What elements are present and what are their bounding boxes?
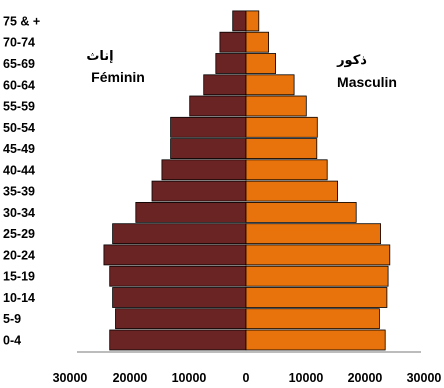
bar-masculin-35-39 xyxy=(245,180,338,202)
bar-masculin-40-44 xyxy=(245,159,328,181)
bar-masculin-50-54 xyxy=(245,116,318,138)
bar-masculin-45-49 xyxy=(245,138,318,160)
bar-feminin-35-39 xyxy=(151,180,247,202)
feminin-bars xyxy=(103,10,247,351)
bar-masculin-25-29 xyxy=(245,223,382,245)
y-tick-label: 45-49 xyxy=(3,142,35,156)
bar-masculin-20-24 xyxy=(245,244,391,266)
y-tick-label: 75 & + xyxy=(3,14,40,28)
bar-feminin-70-74 xyxy=(219,31,247,53)
bar-masculin-75 & + xyxy=(245,10,260,32)
legend-feminin-arabic: إناث xyxy=(86,48,113,63)
bar-feminin-30-34 xyxy=(135,201,247,223)
bar-feminin-55-59 xyxy=(189,95,247,117)
bar-masculin-70-74 xyxy=(245,31,270,53)
y-tick-label: 55-59 xyxy=(3,100,35,114)
y-tick-label: 5-9 xyxy=(3,312,21,326)
y-tick-label: 30-34 xyxy=(3,206,35,220)
bar-feminin-50-54 xyxy=(170,116,247,138)
bar-masculin-0-4 xyxy=(245,329,386,351)
legend-feminin: Féminin xyxy=(91,69,145,85)
y-tick-label: 20-24 xyxy=(3,248,35,262)
bar-feminin-0-4 xyxy=(109,329,247,351)
bar-feminin-65-69 xyxy=(215,53,247,74)
bar-feminin-20-24 xyxy=(103,244,247,266)
y-tick-label: 10-14 xyxy=(3,291,35,305)
y-tick-label: 15-19 xyxy=(3,270,35,284)
y-tick-label: 60-64 xyxy=(3,78,35,92)
masculin-bars xyxy=(245,10,391,351)
x-tick-label: 30000 xyxy=(53,371,88,385)
bar-feminin-25-29 xyxy=(112,223,247,245)
bar-feminin-5-9 xyxy=(115,308,247,330)
bar-feminin-10-14 xyxy=(112,287,247,308)
x-tick-label: 10000 xyxy=(289,371,324,385)
y-tick-label: 65-69 xyxy=(3,57,35,71)
bar-feminin-45-49 xyxy=(170,138,247,160)
y-tick-label: 50-54 xyxy=(3,121,35,135)
bar-feminin-75 & + xyxy=(232,10,247,32)
bar-masculin-10-14 xyxy=(245,287,388,308)
bar-masculin-60-64 xyxy=(245,74,295,96)
y-tick-label: 0-4 xyxy=(3,334,21,348)
y-tick-label: 70-74 xyxy=(3,36,35,50)
y-tick-label: 35-39 xyxy=(3,185,35,199)
x-tick-label: 30000 xyxy=(407,371,442,385)
bar-masculin-55-59 xyxy=(245,95,307,117)
legend-masculin: Masculin xyxy=(337,74,397,90)
x-tick-label: 20000 xyxy=(348,371,383,385)
bar-masculin-15-19 xyxy=(245,265,389,287)
bar-masculin-30-34 xyxy=(245,201,357,223)
y-tick-label: 25-29 xyxy=(3,227,35,241)
x-tick-label: 10000 xyxy=(172,371,207,385)
y-tick-labels: 0-4 5-9 10-14 15-19 20-24 25-29 30-34 35-39 40-4… xyxy=(3,14,40,347)
bar-feminin-60-64 xyxy=(203,74,247,96)
legend-masculin-arabic: ذكور xyxy=(336,52,367,67)
bar-masculin-5-9 xyxy=(245,308,380,330)
x-tick-label: 20000 xyxy=(113,371,148,385)
x-tick-label: 0 xyxy=(243,371,250,385)
bar-feminin-40-44 xyxy=(161,159,247,181)
y-tick-label: 40-44 xyxy=(3,163,35,177)
x-tick-labels: 30000 20000 10000 0 10000 20000 30000 xyxy=(53,371,442,385)
bar-masculin-65-69 xyxy=(245,53,277,74)
bar-feminin-15-19 xyxy=(109,265,247,287)
